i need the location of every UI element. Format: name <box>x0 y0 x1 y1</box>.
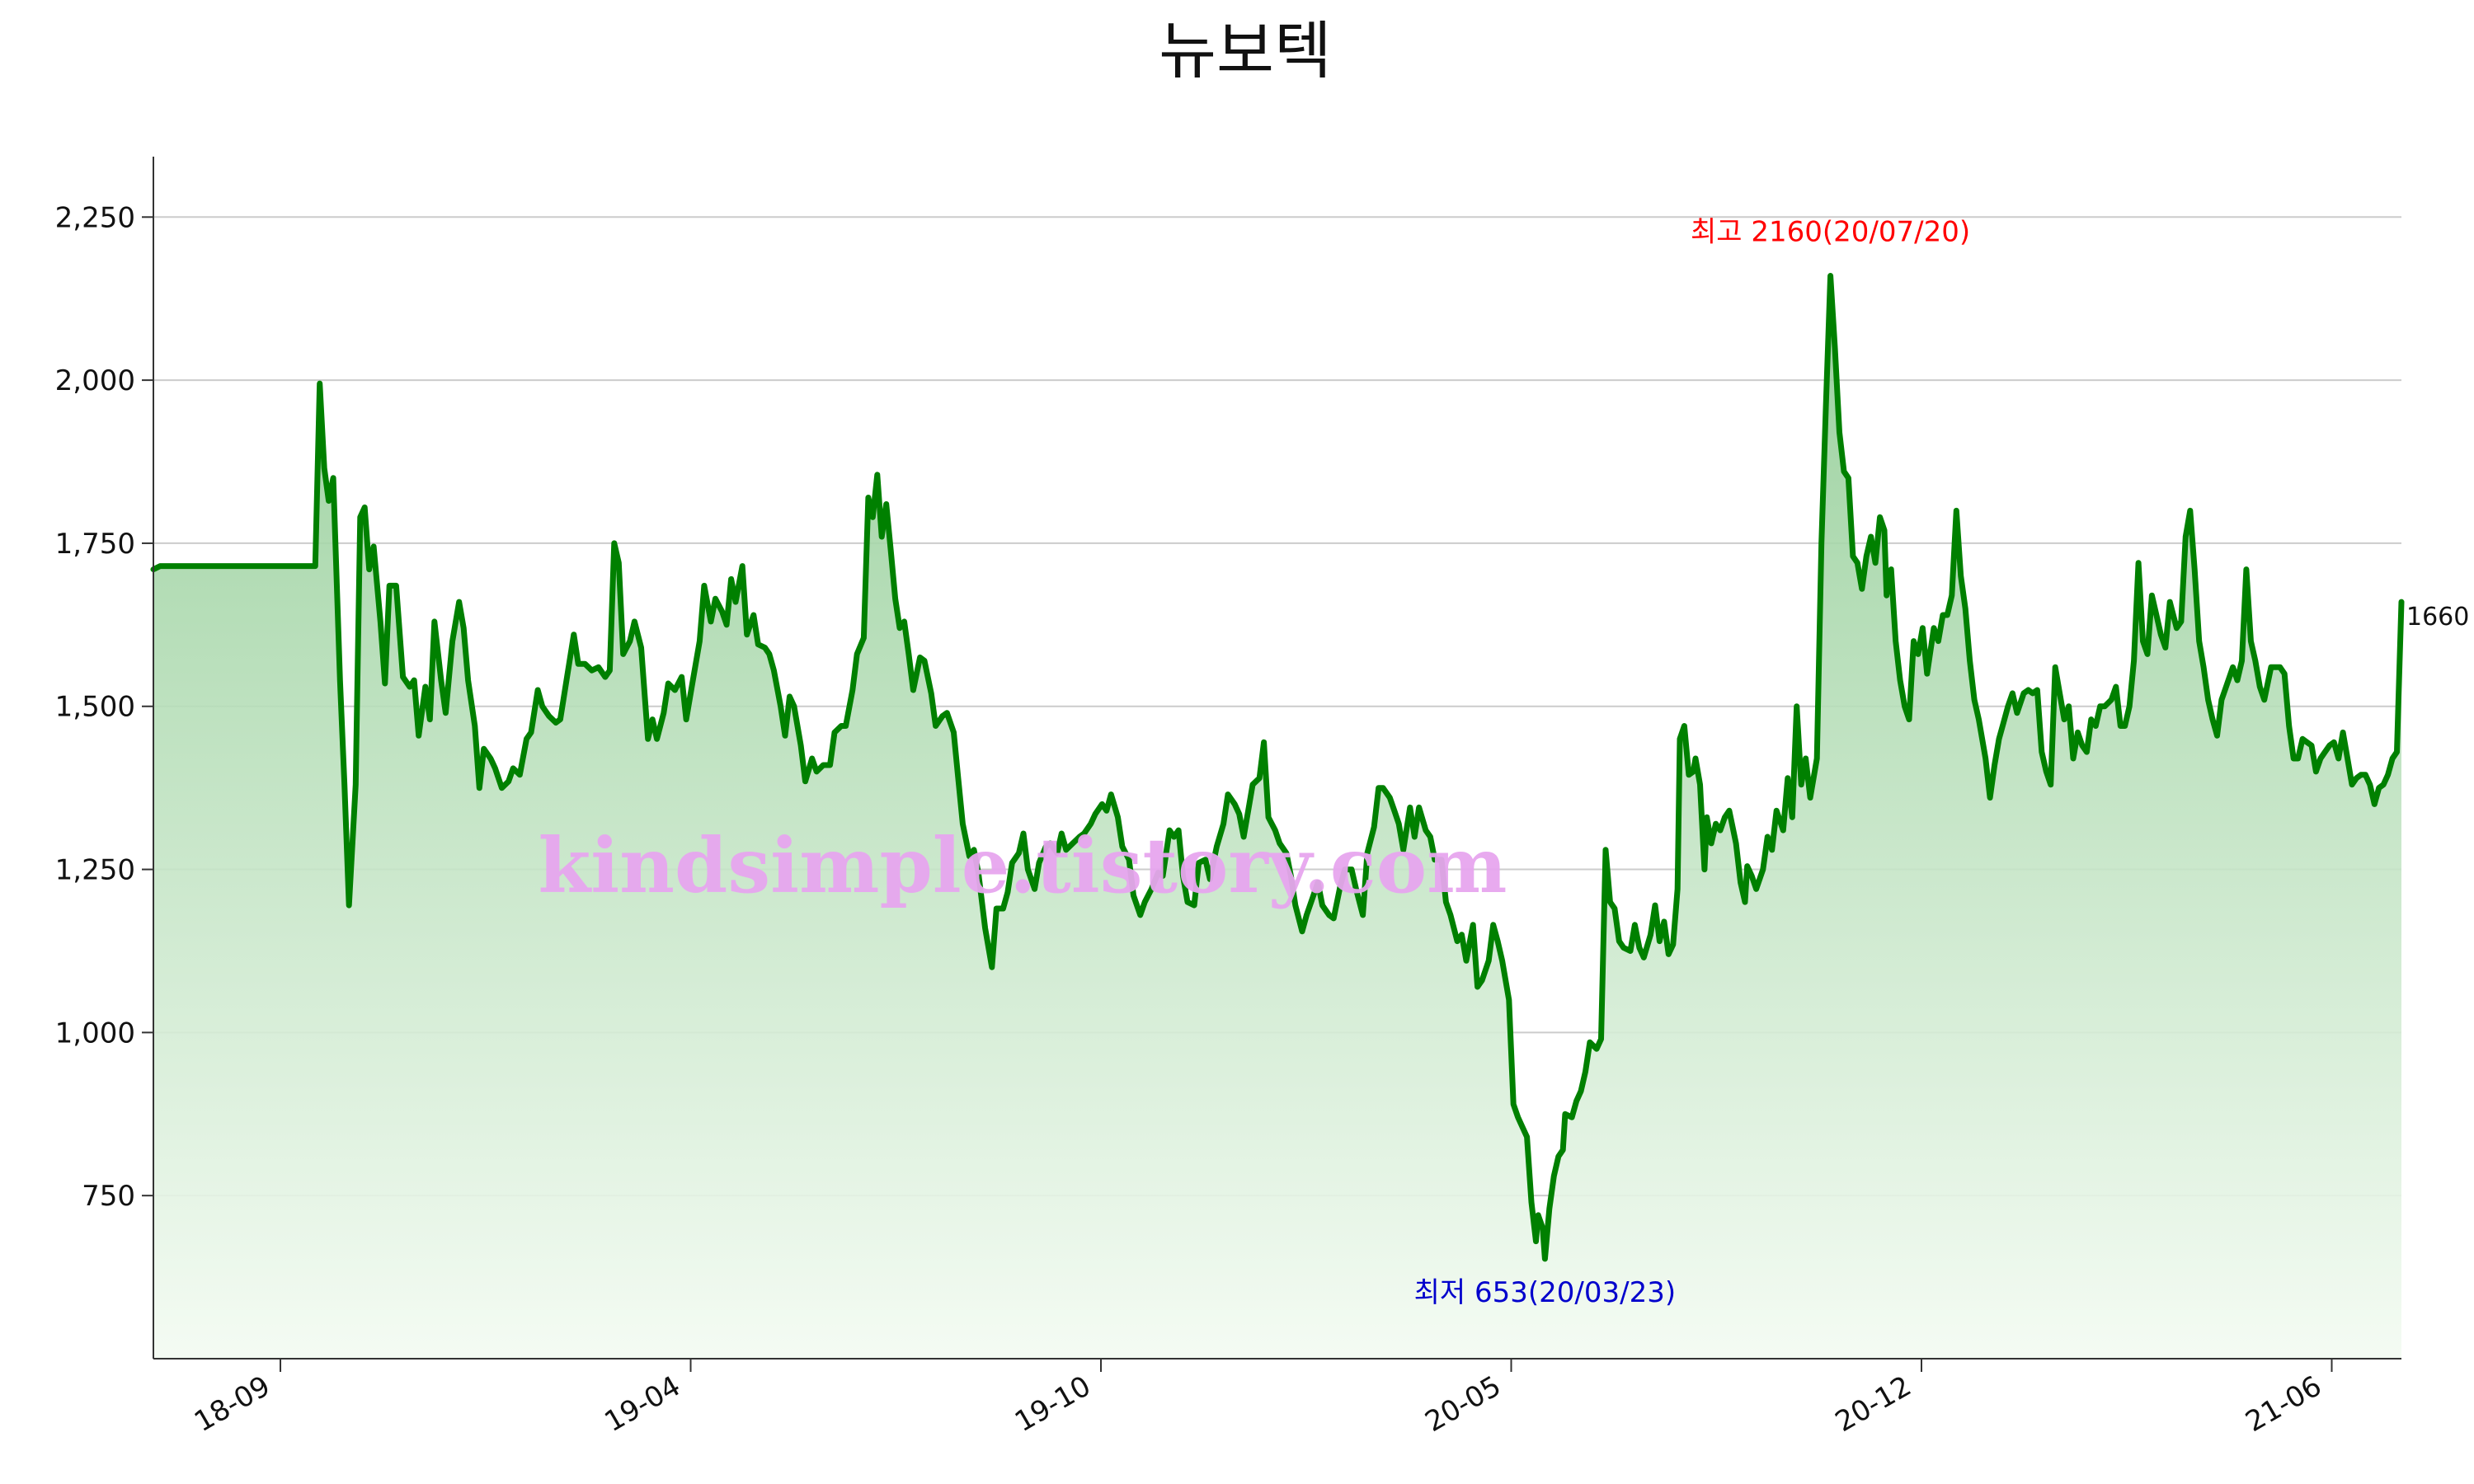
y-tick-label-1: 1,000 <box>55 1017 135 1050</box>
chart-title: 뉴보텍 <box>1159 14 1332 87</box>
x-tick-label-4: 20-12 <box>1830 1369 1917 1439</box>
x-tick-label-5: 21-06 <box>2240 1369 2327 1439</box>
x-tick-label-2: 19-10 <box>1009 1369 1097 1439</box>
area-fill <box>153 275 2401 1359</box>
x-tick-label-3: 20-05 <box>1419 1369 1507 1439</box>
annotations: 최고 2160(20/07/20) 최저 653(20/03/23) 1660 <box>1414 216 2470 1309</box>
y-tick-label-0: 750 <box>82 1180 135 1213</box>
y-tick-label-4: 1,750 <box>55 528 135 561</box>
x-tick-label-1: 19-04 <box>599 1369 686 1439</box>
y-axis-ticks: 750 1,000 1,250 1,500 1,750 2,000 2,250 <box>55 201 153 1213</box>
last-value-label: 1660 <box>2406 603 2469 632</box>
axes <box>153 157 2401 1360</box>
price-line <box>150 273 2405 1262</box>
watermark-text: kindsimple.tistory.com <box>538 821 1507 910</box>
min-annotation: 최저 653(20/03/23) <box>1414 1276 1677 1309</box>
y-tick-label-3: 1,500 <box>55 691 135 724</box>
y-tick-label-6: 2,250 <box>55 201 135 234</box>
price-series-line <box>150 273 2405 1262</box>
x-axis-ticks: 18-09 19-04 19-10 20-05 20-12 21-06 <box>189 1359 2333 1439</box>
max-annotation: 최고 2160(20/07/20) <box>1691 216 1970 249</box>
y-tick-label-5: 2,000 <box>55 364 135 397</box>
y-tick-label-2: 1,250 <box>55 854 135 887</box>
x-tick-label-0: 18-09 <box>189 1369 276 1439</box>
price-area <box>153 275 2401 1359</box>
